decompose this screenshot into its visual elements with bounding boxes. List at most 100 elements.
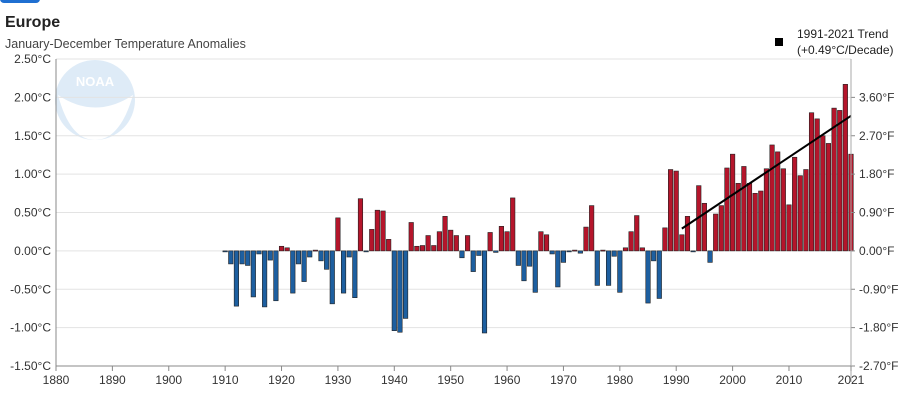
bar-1963 — [521, 250, 527, 282]
bar-1982 — [628, 231, 634, 252]
bar-2003 — [746, 183, 753, 252]
bar-2010 — [786, 204, 792, 252]
bar-1996 — [707, 250, 713, 263]
bar-1914 — [245, 250, 251, 266]
bar-1930 — [335, 217, 341, 252]
y-tick-label-left: 1.50°C — [14, 129, 51, 143]
x-tick-label: 2000 — [719, 373, 746, 387]
bar-1950 — [448, 229, 454, 252]
bar-1985 — [645, 250, 651, 304]
bar-1917 — [262, 250, 268, 308]
bar-1953 — [465, 235, 471, 252]
bar-2004 — [752, 193, 758, 252]
bar-1945 — [419, 245, 426, 252]
bar-1916 — [256, 250, 262, 255]
x-tick-label: 1960 — [494, 373, 521, 387]
bar-1973 — [577, 250, 583, 254]
y-tick-label-right: 2.70°F — [859, 129, 894, 143]
bar-1931 — [340, 250, 347, 294]
x-tick-label: 1970 — [550, 373, 577, 387]
bar-1999 — [724, 167, 730, 252]
y-tick-label-right: -0.90°F — [859, 282, 898, 296]
bar-1989 — [668, 169, 674, 252]
y-tick-label-left: -0.50°C — [10, 282, 51, 296]
bar-1975 — [589, 205, 595, 252]
x-tick-label: 1910 — [212, 373, 239, 387]
x-tick-label: 1940 — [381, 373, 408, 387]
bar-1984 — [639, 247, 645, 252]
bar-2020 — [842, 84, 848, 252]
bar-1970 — [560, 250, 567, 263]
bar-2012 — [797, 175, 803, 252]
bar-2002 — [741, 166, 747, 252]
bar-2005 — [758, 190, 764, 252]
bar-1913 — [239, 250, 245, 265]
y-tick-label-left: 0.50°C — [14, 206, 51, 220]
bar-1988 — [662, 227, 668, 252]
bar-1966 — [538, 231, 544, 252]
bar-1992 — [684, 216, 691, 252]
bar-1998 — [718, 205, 724, 252]
bar-1995 — [701, 202, 707, 252]
legend: 1991-2021 Trend (+0.49°C/Decade) — [775, 26, 894, 58]
bar-1929 — [329, 250, 335, 305]
y-tick-label-left: -1.50°C — [10, 359, 51, 373]
bar-1939 — [386, 239, 392, 252]
bar-1955 — [476, 250, 482, 256]
bar-1997 — [713, 213, 719, 252]
chart-subtitle: January-December Temperature Anomalies — [5, 37, 246, 51]
x-tick-label: 1950 — [437, 373, 464, 387]
legend-label-1: 1991-2021 Trend — [797, 27, 889, 41]
bar-1918 — [267, 250, 273, 261]
bar-1978 — [605, 250, 612, 286]
y-tick-label-left: 0.00°C — [14, 244, 51, 258]
x-tick-label: 2010 — [776, 373, 803, 387]
y-tick-label-right: -1.80°F — [859, 321, 898, 335]
bar-1962 — [515, 250, 521, 266]
bar-1924 — [301, 250, 307, 282]
bar-1926 — [312, 249, 318, 252]
bar-1993 — [690, 250, 696, 253]
bar-1965 — [532, 250, 538, 293]
bar-1981 — [622, 247, 629, 252]
bar-2019 — [837, 110, 843, 252]
noaa-logo: NOAA — [55, 60, 135, 140]
legend-swatch — [775, 38, 783, 46]
y-tick-label-right: 3.60°F — [859, 90, 894, 104]
bar-1958 — [493, 250, 499, 253]
bar-1969 — [555, 250, 561, 288]
x-tick-label: 1920 — [268, 373, 295, 387]
bar-1949 — [442, 216, 448, 252]
bar-1915 — [250, 250, 256, 298]
bar-1976 — [594, 250, 600, 286]
top-button[interactable] — [0, 0, 40, 3]
bar-1959 — [498, 226, 504, 252]
bar-1944 — [414, 245, 420, 252]
x-tick-label: 2021 — [838, 373, 865, 387]
x-tick-label: 1890 — [99, 373, 126, 387]
bar-1972 — [572, 249, 578, 252]
x-tick-label: 1900 — [155, 373, 182, 387]
bar-1977 — [600, 249, 606, 252]
bar-1928 — [324, 250, 330, 270]
bar-1974 — [583, 226, 589, 252]
bar-1987 — [656, 250, 662, 299]
bar-2017 — [825, 143, 832, 252]
bar-1910 — [222, 250, 228, 253]
bar-2014 — [808, 112, 815, 252]
trend-line — [681, 114, 852, 230]
bar-1938 — [380, 210, 386, 252]
bar-1957 — [487, 232, 493, 252]
bar-2013 — [803, 169, 809, 252]
bar-1991 — [679, 234, 685, 252]
bar-1948 — [436, 231, 442, 252]
bar-1935 — [363, 250, 369, 253]
bar-1951 — [453, 235, 459, 252]
svg-text:NOAA: NOAA — [76, 74, 115, 89]
bar-1986 — [651, 250, 657, 262]
bar-1968 — [549, 250, 555, 255]
y-tick-label-right: -2.70°F — [859, 359, 898, 373]
bar-1934 — [357, 198, 364, 252]
chart-title: Europe — [5, 14, 61, 31]
